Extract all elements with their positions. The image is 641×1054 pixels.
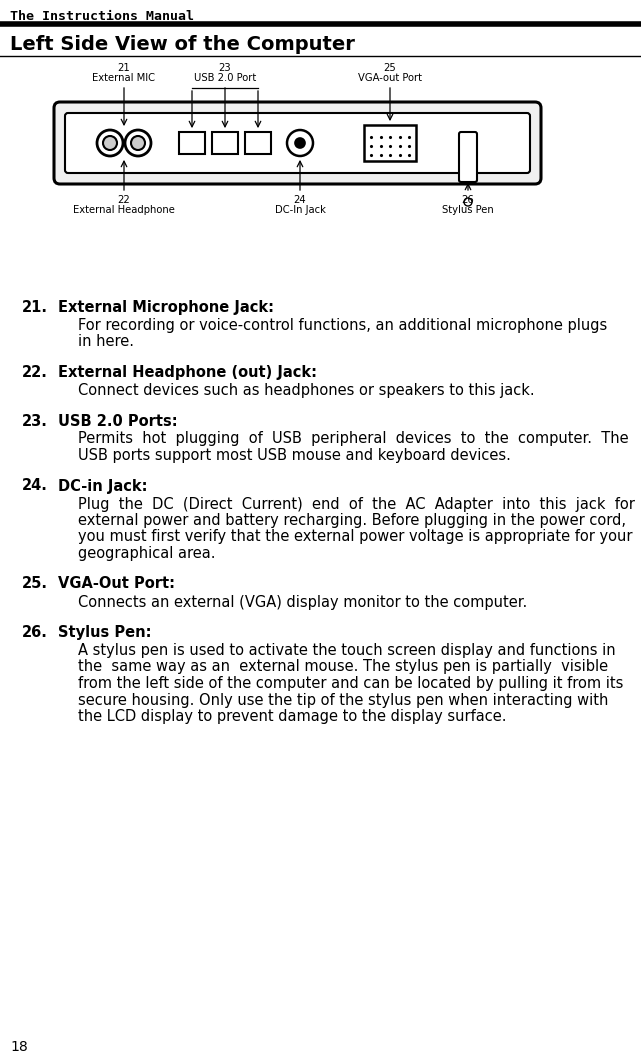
- Text: USB 2.0 Port: USB 2.0 Port: [194, 73, 256, 83]
- Text: 18: 18: [10, 1040, 28, 1054]
- Text: Left Side View of the Computer: Left Side View of the Computer: [10, 35, 355, 54]
- Text: The Instructions Manual: The Instructions Manual: [10, 9, 194, 23]
- Circle shape: [295, 138, 305, 148]
- Text: Connects an external (VGA) display monitor to the computer.: Connects an external (VGA) display monit…: [78, 594, 528, 609]
- Text: 22: 22: [118, 195, 130, 204]
- Text: 23: 23: [219, 63, 231, 73]
- Text: the LCD display to prevent damage to the display surface.: the LCD display to prevent damage to the…: [78, 709, 506, 724]
- Text: geographical area.: geographical area.: [78, 546, 215, 561]
- Text: 24: 24: [294, 195, 306, 204]
- Text: you must first verify that the external power voltage is appropriate for your: you must first verify that the external …: [78, 529, 633, 545]
- Circle shape: [103, 136, 117, 150]
- Text: 25: 25: [383, 63, 396, 73]
- Text: secure housing. Only use the tip of the stylus pen when interacting with: secure housing. Only use the tip of the …: [78, 692, 608, 707]
- Text: 25.: 25.: [22, 577, 48, 591]
- Circle shape: [287, 130, 313, 156]
- FancyBboxPatch shape: [54, 102, 541, 184]
- Text: External Headphone: External Headphone: [73, 204, 175, 215]
- Text: 21.: 21.: [22, 300, 48, 315]
- Text: Permits  hot  plugging  of  USB  peripheral  devices  to  the  computer.  The: Permits hot plugging of USB peripheral d…: [78, 431, 629, 447]
- Text: in here.: in here.: [78, 334, 134, 350]
- Text: DC-in Jack:: DC-in Jack:: [58, 479, 147, 493]
- Circle shape: [131, 136, 145, 150]
- Text: 22.: 22.: [22, 365, 48, 380]
- Text: DC-In Jack: DC-In Jack: [274, 204, 326, 215]
- Text: External MIC: External MIC: [92, 73, 156, 83]
- Bar: [364, 125, 416, 161]
- Bar: [212, 132, 238, 154]
- Text: 21: 21: [118, 63, 130, 73]
- FancyBboxPatch shape: [65, 113, 530, 173]
- Circle shape: [464, 198, 472, 206]
- Text: VGA-out Port: VGA-out Port: [358, 73, 422, 83]
- Text: 24.: 24.: [22, 479, 48, 493]
- Circle shape: [97, 130, 123, 156]
- FancyBboxPatch shape: [459, 132, 477, 182]
- Circle shape: [125, 130, 151, 156]
- Text: A stylus pen is used to activate the touch screen display and functions in: A stylus pen is used to activate the tou…: [78, 643, 615, 658]
- Text: 26.: 26.: [22, 625, 48, 640]
- Bar: [245, 132, 271, 154]
- Text: For recording or voice-control functions, an additional microphone plugs: For recording or voice-control functions…: [78, 318, 607, 333]
- Text: Stylus Pen: Stylus Pen: [442, 204, 494, 215]
- Text: USB ports support most USB mouse and keyboard devices.: USB ports support most USB mouse and key…: [78, 448, 511, 463]
- Text: 26: 26: [462, 195, 474, 204]
- Text: External Microphone Jack:: External Microphone Jack:: [58, 300, 274, 315]
- Text: external power and battery recharging. Before plugging in the power cord,: external power and battery recharging. B…: [78, 513, 626, 528]
- Text: VGA-Out Port:: VGA-Out Port:: [58, 577, 175, 591]
- Bar: [179, 132, 205, 154]
- Text: 23.: 23.: [22, 413, 48, 429]
- Text: from the left side of the computer and can be located by pulling it from its: from the left side of the computer and c…: [78, 676, 624, 691]
- Text: Plug  the  DC  (Direct  Current)  end  of  the  AC  Adapter  into  this  jack  f: Plug the DC (Direct Current) end of the …: [78, 496, 635, 511]
- Text: Stylus Pen:: Stylus Pen:: [58, 625, 151, 640]
- Text: USB 2.0 Ports:: USB 2.0 Ports:: [58, 413, 178, 429]
- Text: External Headphone (out) Jack:: External Headphone (out) Jack:: [58, 365, 317, 380]
- Text: the  same way as an  external mouse. The stylus pen is partially  visible: the same way as an external mouse. The s…: [78, 660, 608, 675]
- Text: Connect devices such as headphones or speakers to this jack.: Connect devices such as headphones or sp…: [78, 383, 535, 398]
